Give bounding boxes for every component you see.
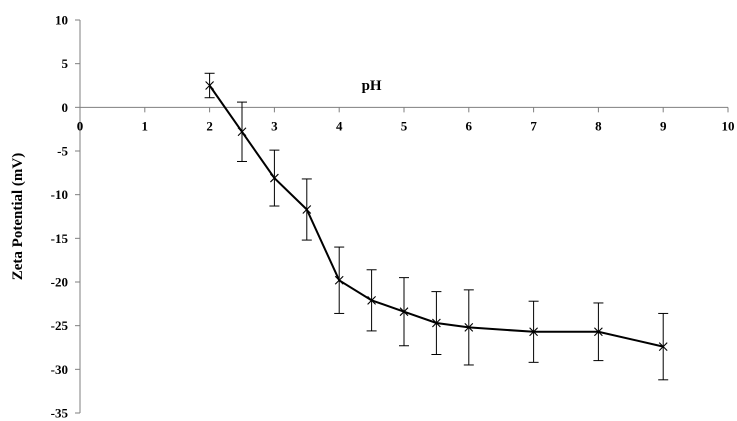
y-tick-label: -30	[51, 362, 68, 377]
y-tick-group: 10 5 0 -5 -10 -15 -20 -25 -30 -35	[51, 13, 80, 421]
series-line	[208, 84, 664, 348]
data-point	[334, 275, 344, 285]
y-axis-title: Zeta Potential (mV)	[10, 153, 26, 280]
y-tick-label: 0	[62, 100, 69, 115]
x-tick-label: 8	[595, 118, 602, 133]
data-point	[658, 342, 668, 352]
x-tick-label: 0	[77, 118, 84, 133]
data-point	[237, 127, 247, 137]
data-point	[594, 327, 603, 337]
y-tick-label: 10	[55, 13, 68, 28]
y-tick-label: -20	[51, 275, 68, 290]
data-point	[367, 295, 376, 305]
x-tick-label: 5	[401, 118, 408, 133]
x-tick-label: 6	[466, 118, 473, 133]
y-tick-label: -10	[51, 187, 68, 202]
y-tick-label: -25	[51, 318, 69, 333]
data-point	[205, 81, 214, 90]
x-tick-label: 2	[206, 118, 213, 133]
x-tick-label: 10	[722, 118, 735, 133]
data-point	[529, 327, 538, 337]
x-tick-label: 7	[530, 118, 537, 133]
x-tick-label: 1	[142, 118, 149, 133]
data-point	[432, 318, 441, 328]
y-tick-label: 5	[62, 56, 69, 71]
marker-group	[205, 81, 668, 352]
x-tick-label: 4	[336, 118, 343, 133]
x-axis-title: pH	[362, 78, 382, 94]
data-point	[464, 323, 474, 332]
data-point	[270, 173, 279, 183]
y-tick-label: -35	[51, 406, 69, 421]
x-tick-label: 9	[660, 118, 667, 133]
y-tick-label: -5	[57, 144, 68, 159]
data-point	[399, 307, 409, 317]
y-tick-label: -15	[51, 231, 69, 246]
x-tick-group: 0 1 2 3 4 5 6 7 8 9 10	[77, 107, 735, 133]
data-point	[302, 205, 312, 214]
x-tick-label: 3	[271, 118, 278, 133]
